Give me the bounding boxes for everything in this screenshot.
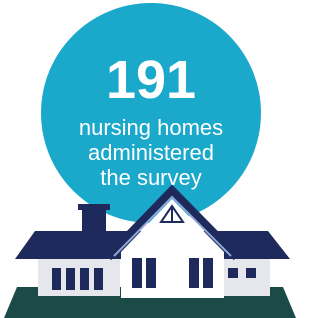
window bbox=[228, 268, 238, 278]
house-illustration bbox=[4, 191, 296, 318]
stat-label-line: nursing homes bbox=[79, 115, 223, 140]
window bbox=[132, 258, 142, 288]
window bbox=[146, 258, 156, 288]
infographic: 191 nursing homes administered the surve… bbox=[0, 0, 300, 318]
stat-label-line: administered bbox=[88, 140, 214, 165]
page: 191 nursing homes administered the surve… bbox=[0, 0, 320, 318]
window bbox=[66, 268, 75, 290]
chimney-cap bbox=[78, 204, 110, 210]
window bbox=[189, 258, 199, 288]
left-wing-wall bbox=[38, 256, 120, 296]
window bbox=[94, 268, 103, 290]
window bbox=[246, 268, 256, 278]
window bbox=[80, 268, 89, 290]
stat-label-line: the survey bbox=[100, 165, 202, 190]
window bbox=[52, 268, 61, 290]
stat-value: 191 bbox=[106, 50, 196, 110]
window bbox=[203, 258, 213, 288]
circle-background bbox=[41, 3, 261, 223]
chimney bbox=[82, 207, 106, 233]
